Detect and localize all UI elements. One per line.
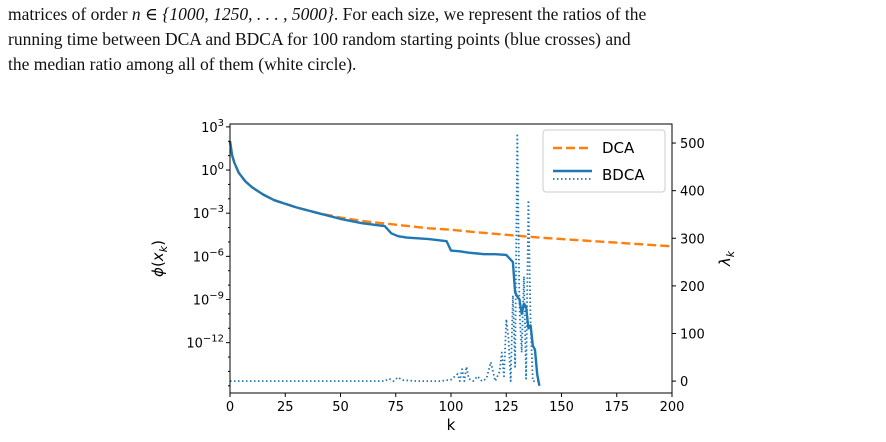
y-right-tick-label: 500 [680, 137, 705, 152]
y-left-tick-label: 100 [201, 161, 224, 179]
y-left-tick-label: 10−6 [193, 247, 224, 265]
series-line-dca [228, 141, 673, 248]
y-right-tick-label: 400 [680, 185, 705, 200]
y-left-tick-label: 10−3 [193, 204, 224, 222]
y-left-axis-label: ϕ(xk) [149, 240, 170, 277]
caption-line-1: matrices of order n ∈ {1000, 1250, . . .… [8, 4, 647, 24]
y-right-axis-label: λk [716, 250, 737, 267]
y-left-tick-label: 10−9 [193, 290, 224, 308]
y-left-tick-label: 103 [201, 118, 224, 136]
x-tick-label: 75 [387, 400, 404, 415]
y-right-tick-label: 0 [680, 375, 688, 390]
x-tick-label: 100 [439, 400, 464, 415]
x-tick-label: 25 [277, 400, 294, 415]
series-line-bdca [228, 141, 541, 387]
y-right-tick-label: 300 [680, 232, 705, 247]
x-tick-label: 175 [604, 400, 629, 415]
series-line-lambda [230, 132, 540, 383]
x-tick-label: 150 [549, 400, 574, 415]
y-left-tick-label: 10−12 [186, 334, 224, 352]
y-right-tick-label: 200 [680, 280, 705, 295]
x-tick-label: 125 [494, 400, 519, 415]
x-tick-label: 0 [226, 400, 234, 415]
x-axis-label: k [447, 416, 456, 434]
legend-label-dca: DCA [602, 139, 635, 157]
x-tick-label: 200 [660, 400, 685, 415]
y-right-tick-label: 100 [680, 327, 705, 342]
figure-caption: matrices of order n ∈ {1000, 1250, . . .… [8, 2, 878, 77]
caption-line-3: the median ratio among all of them (whit… [8, 54, 357, 74]
legend-box [542, 129, 666, 193]
caption-math: n ∈ {1000, 1250, . . . , 5000} [131, 4, 334, 24]
legend-label-bdca: BDCA [602, 166, 645, 184]
x-tick-label: 50 [332, 400, 349, 415]
caption-line-2: running time between DCA and BDCA for 10… [8, 29, 631, 49]
